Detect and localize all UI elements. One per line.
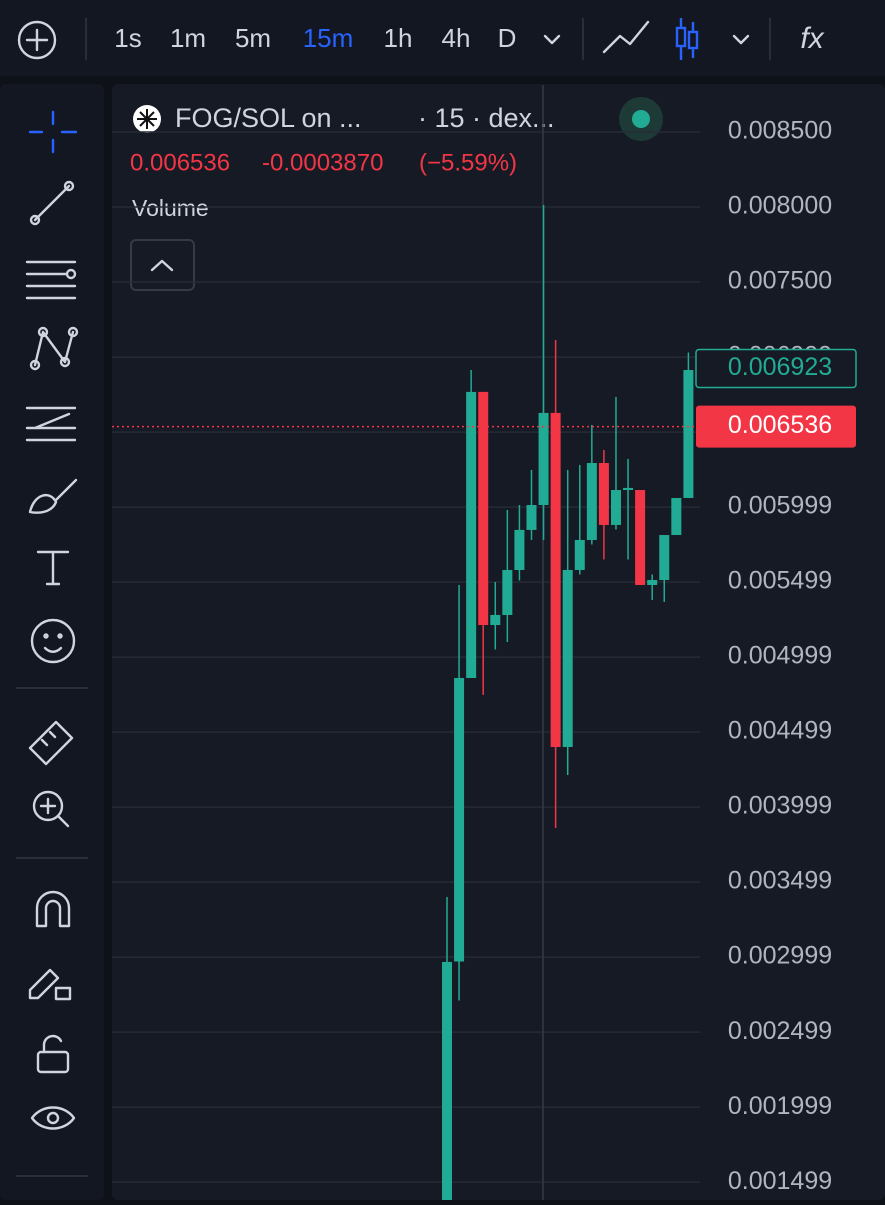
collapse-icon: [150, 259, 174, 272]
interval-button[interactable]: 1m: [170, 23, 206, 53]
add-button[interactable]: [17, 20, 57, 60]
high-price-label: 0.006923: [728, 353, 832, 381]
candle-body: [466, 391, 477, 678]
legend-change-pct: (−5.59%): [419, 149, 517, 176]
left-toolbar: [0, 84, 104, 1200]
candle-body: [659, 535, 670, 581]
indicators-button[interactable]: fx: [800, 22, 824, 55]
candle-body: [647, 580, 658, 585]
candle-body: [683, 370, 694, 498]
chart-panel: [112, 84, 885, 1200]
interval-button[interactable]: 1h: [384, 23, 413, 53]
y-tick-label: 0.002499: [728, 1017, 832, 1045]
measure-tools: [28, 720, 74, 828]
last-price-tag: [696, 405, 856, 448]
y-tick-label: 0.003499: [728, 867, 832, 895]
legend-price: 0.006536: [130, 149, 230, 176]
high-price-tag: [695, 348, 857, 389]
plot: [112, 85, 700, 1200]
collapse-button[interactable]: [130, 239, 195, 291]
candle-body: [574, 539, 585, 570]
interval-button[interactable]: 1s: [114, 23, 141, 53]
y-tick-label: 0.005999: [728, 492, 832, 520]
line-chart-button[interactable]: [602, 20, 650, 54]
candle-chart-button[interactable]: [675, 18, 699, 60]
interval-button[interactable]: 5m: [235, 23, 271, 53]
legend-change: -0.0003870: [262, 149, 383, 176]
volume-label: Volume: [132, 195, 209, 221]
y-tick-label: 0.007500: [728, 267, 832, 295]
symbol-name: FOG/SOL on ...: [175, 103, 362, 133]
candle-body: [502, 569, 513, 615]
y-tick-label: 0.005499: [728, 567, 832, 595]
candle-body: [538, 412, 549, 506]
candle-body: [526, 505, 537, 530]
candle-body: [562, 569, 573, 747]
y-tick-label: 0.004999: [728, 642, 832, 670]
candle-body: [671, 497, 682, 536]
candle-body: [442, 961, 452, 1200]
interval-button[interactable]: D: [498, 23, 517, 53]
status: [632, 110, 650, 128]
lock-tools: [28, 890, 76, 1130]
symbol-meta: · 15 · dex...: [418, 103, 555, 133]
candle-body: [490, 614, 501, 626]
candle-body: [610, 490, 621, 525]
candle-body: [514, 529, 525, 570]
y-tick-label: 0.003999: [728, 792, 832, 820]
interval-dropdown[interactable]: [543, 34, 561, 45]
candle-body: [586, 463, 597, 540]
candle-body: [635, 490, 646, 585]
candle-body: [478, 391, 489, 626]
candle-body: [454, 677, 465, 962]
interval-button[interactable]: 4h: [442, 23, 471, 53]
y-tick-label: 0.001999: [728, 1092, 832, 1120]
y-tick-label: 0.002999: [728, 942, 832, 970]
last-price-label: 0.006536: [728, 411, 832, 439]
drawing-tools: [25, 110, 79, 664]
y-tick-label: 0.008000: [728, 192, 832, 220]
symbol-logo: [137, 109, 157, 129]
candle-body: [623, 487, 634, 491]
interval-button[interactable]: 15m: [303, 23, 354, 53]
chart-type-dropdown[interactable]: [732, 34, 750, 45]
candle-body: [598, 463, 609, 525]
y-tick-label: 0.004499: [728, 717, 832, 745]
candle-body: [550, 412, 561, 747]
y-tick-label: 0.008500: [728, 117, 832, 145]
y-tick-label: 0.001499: [728, 1167, 832, 1195]
